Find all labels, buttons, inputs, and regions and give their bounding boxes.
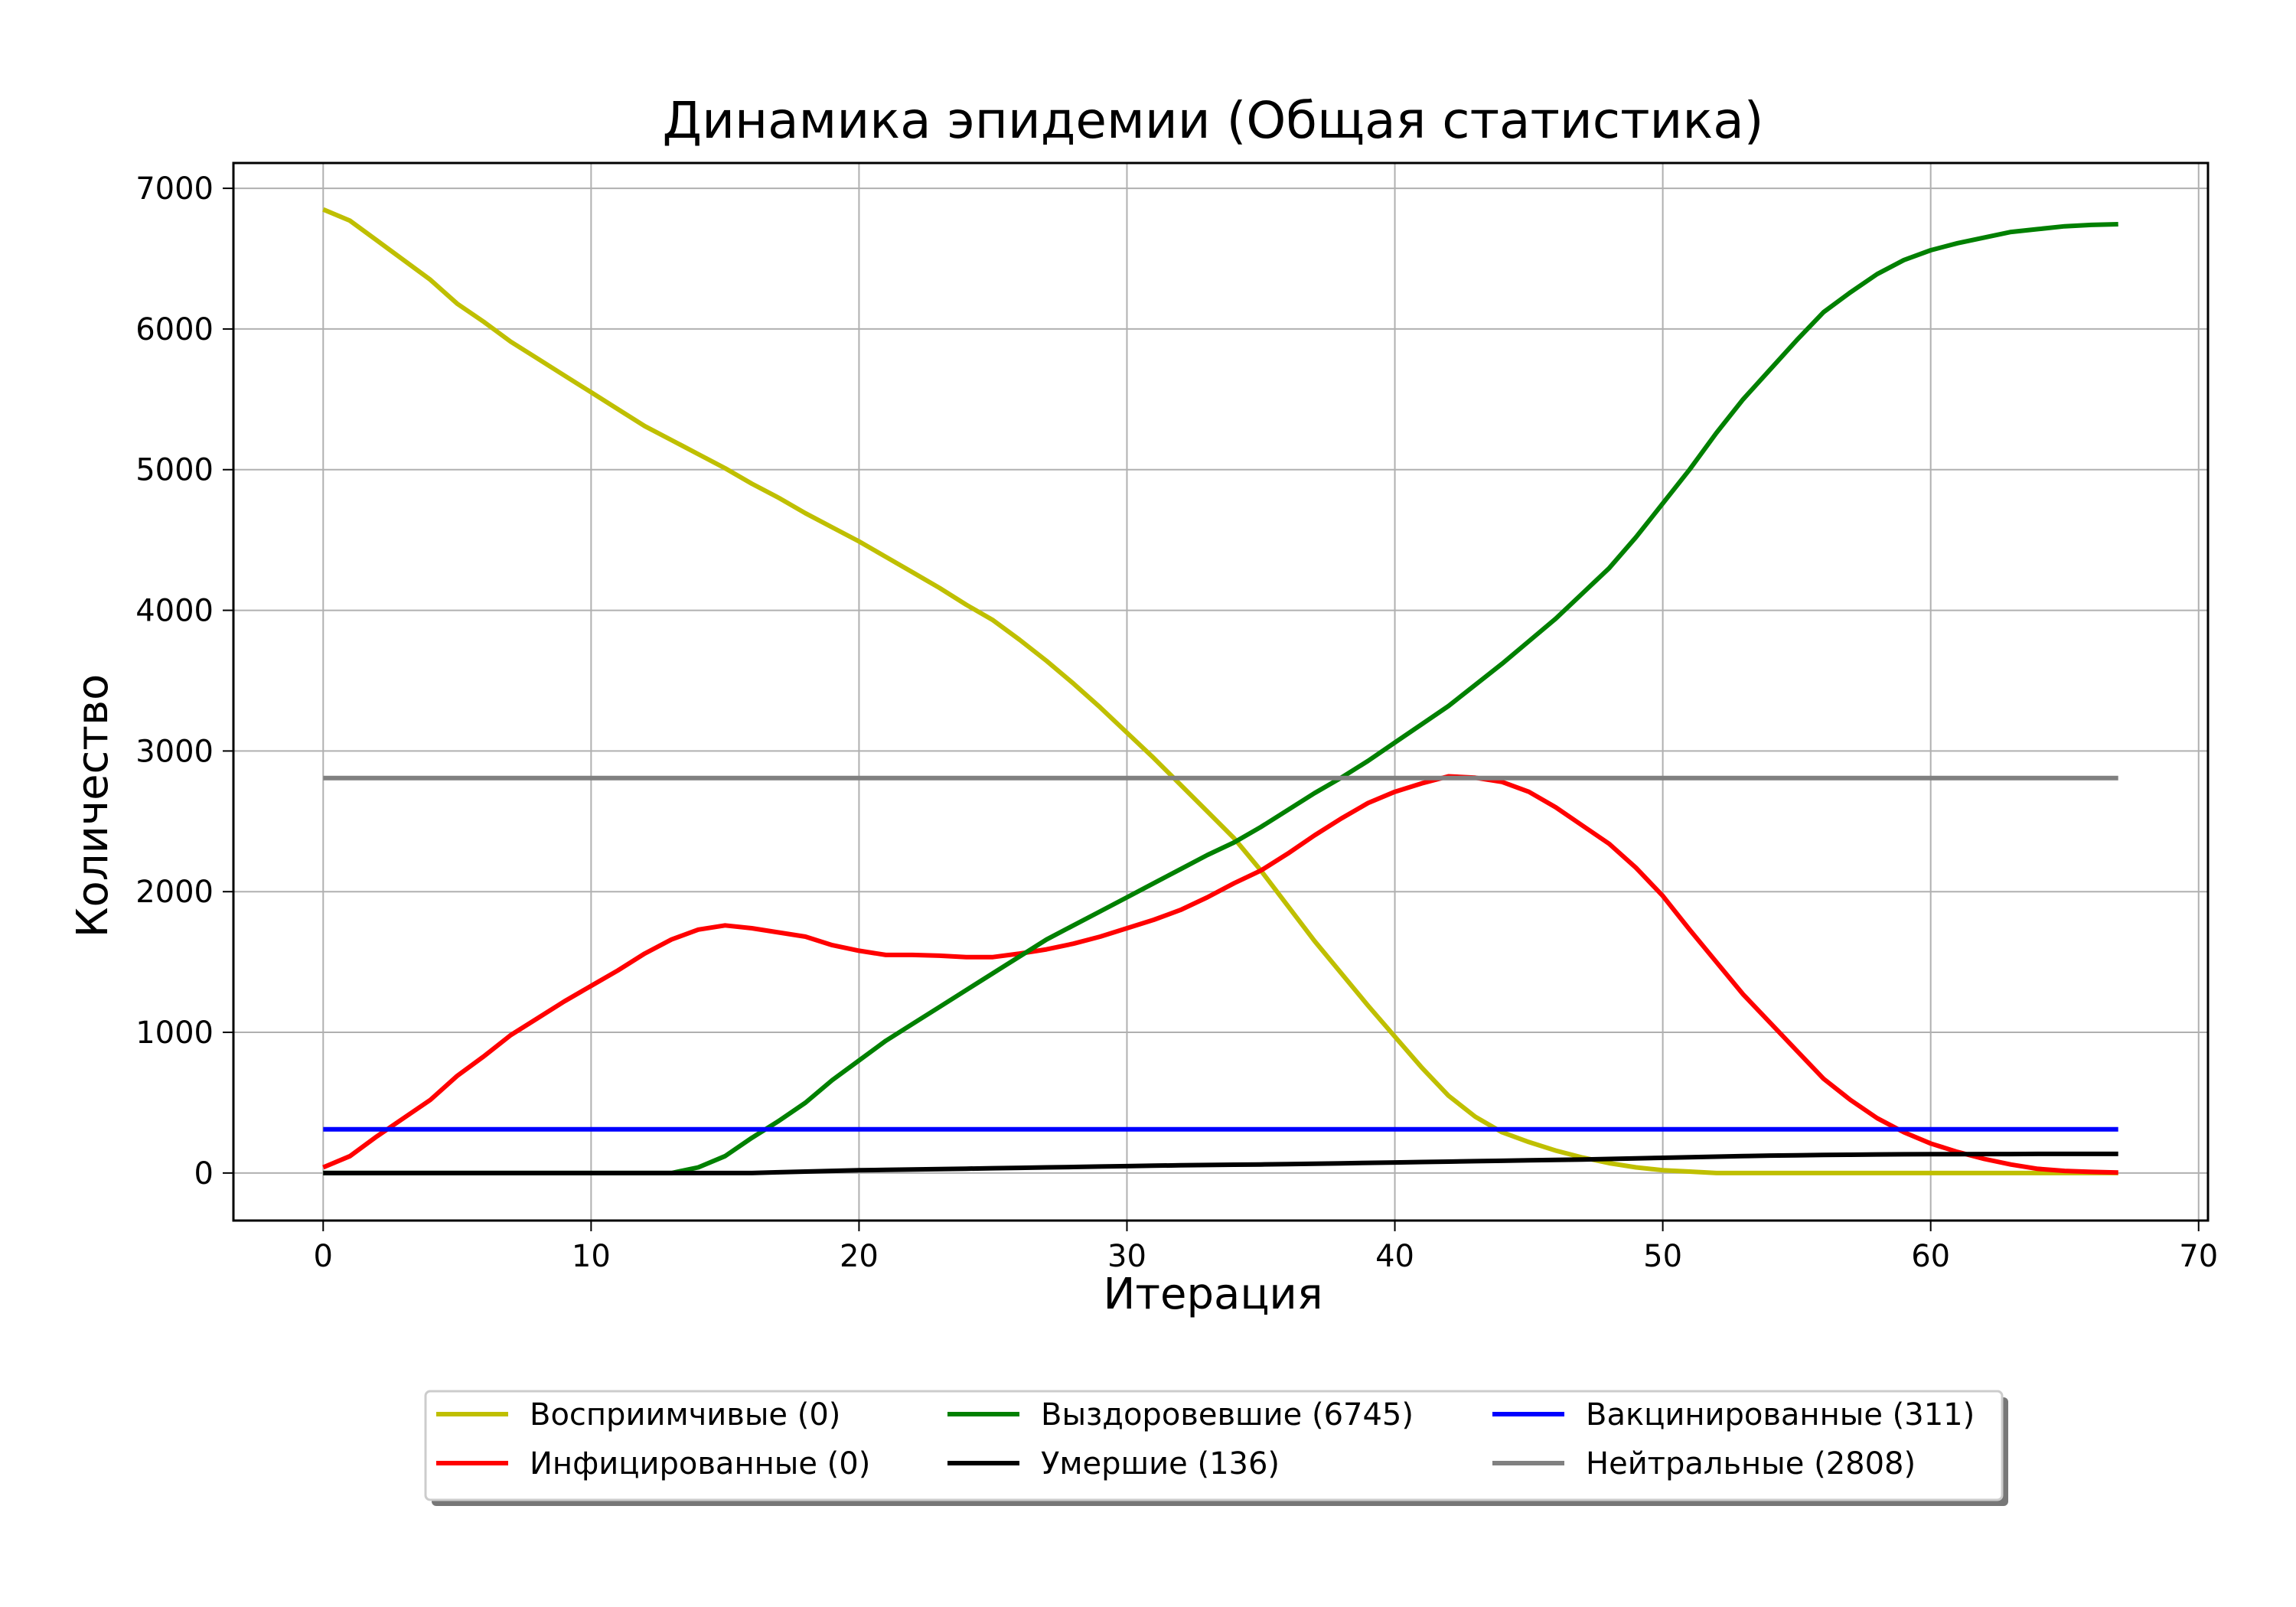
series-line-1 [322, 774, 2118, 1175]
legend: Восприимчивые (0) Инфицированные (0) Выздо… [424, 1390, 2008, 1506]
y-tick-label: 7000 [135, 171, 214, 207]
series-lines [322, 207, 2118, 1175]
x-tick-label: 40 [1375, 1239, 1414, 1274]
chart-title: Динамика эпидемии (Общая статистика) [663, 91, 1764, 150]
y-tick-label: 6000 [135, 312, 214, 347]
x-tick-label: 60 [1911, 1239, 1950, 1274]
legend-label-5: Нейтральные (2808) [1586, 1446, 1916, 1482]
grid [233, 163, 2208, 1221]
legend-label-4: Вакцинированные (311) [1586, 1397, 1975, 1433]
plot-frame [232, 161, 2210, 1222]
legend-label-3: Умершие (136) [1041, 1446, 1280, 1482]
x-tick-label: 0 [314, 1239, 333, 1274]
y-tick-label: 5000 [135, 453, 214, 488]
x-tick-label: 30 [1107, 1239, 1146, 1274]
y-tick-label: 2000 [135, 875, 214, 910]
y-tick-label: 3000 [135, 734, 214, 769]
legend-label-0: Восприимчивые (0) [530, 1397, 840, 1433]
x-tick-label: 70 [2179, 1239, 2218, 1274]
x-tick-label: 20 [840, 1239, 879, 1274]
series-line-3 [323, 1151, 2118, 1175]
legend-label-2: Выздоровевшие (6745) [1041, 1397, 1414, 1433]
legend-box [424, 1390, 2004, 1501]
x-tick-label: 10 [572, 1239, 611, 1274]
y-tick-label: 1000 [135, 1015, 214, 1051]
y-axis-label: Количество [68, 674, 118, 937]
legend-label-1: Инфицированные (0) [530, 1446, 870, 1482]
y-tick-label: 0 [194, 1156, 214, 1191]
series-line-2 [323, 222, 2118, 1175]
x-axis-label: Итерация [1103, 1270, 1322, 1319]
x-tick-label: 50 [1643, 1239, 1682, 1274]
y-axis-ticks: 0 1000 2000 3000 4000 5000 6000 7000 [135, 171, 233, 1191]
series-line-0 [322, 207, 2118, 1175]
x-axis-ticks: 0 10 20 30 40 50 60 70 [314, 1221, 2218, 1274]
y-tick-label: 4000 [135, 594, 214, 629]
